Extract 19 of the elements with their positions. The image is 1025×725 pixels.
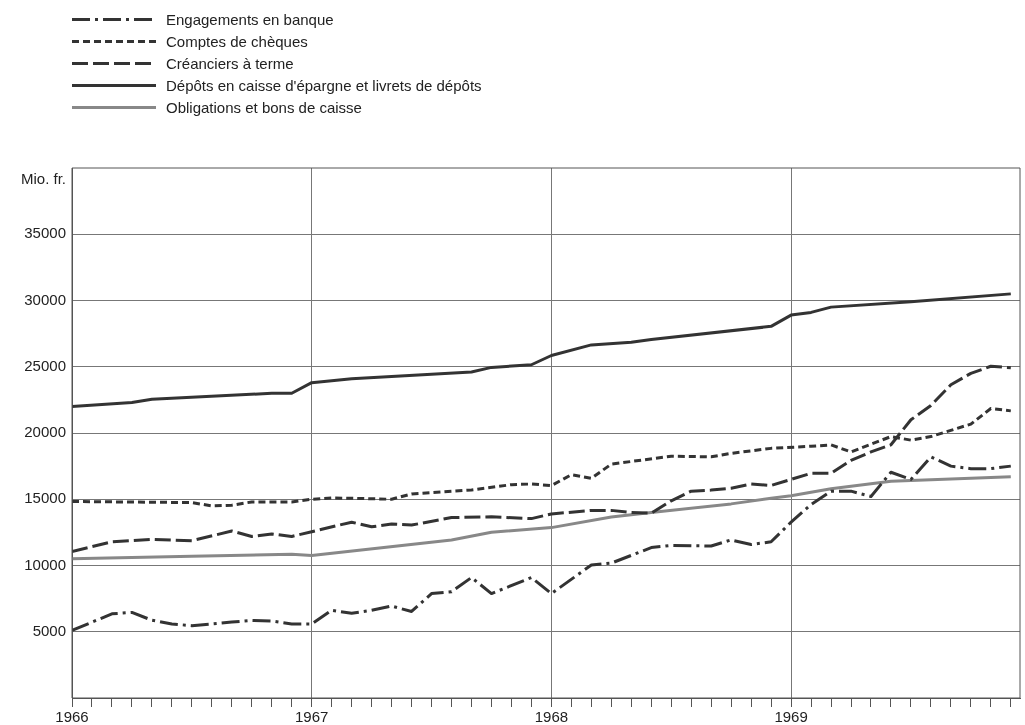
y-tick-label: 30000: [24, 290, 66, 308]
line-series: [72, 455, 1013, 632]
legend-label: Créanciers à terme: [166, 54, 294, 72]
legend-label: Dépôts en caisse d'épargne et livrets de dépôts: [166, 76, 482, 94]
legend-label: Engagements en banque: [166, 10, 334, 28]
y-axis-title: Mio. fr.: [20, 170, 66, 188]
x-tick-label: 1966: [55, 708, 89, 725]
line-series: [72, 364, 1013, 553]
legend-label: Comptes de chèques: [166, 32, 308, 50]
y-tick-label: 35000: [24, 224, 66, 242]
y-tick-label: 25000: [24, 356, 66, 374]
y-tick-label: 15000: [24, 489, 66, 507]
x-tick-label: 1967: [295, 708, 329, 725]
x-tick-label: 1968: [534, 708, 569, 725]
y-tick-label: 5000: [32, 621, 66, 639]
y-tick-label: 10000: [24, 555, 66, 573]
legend-label: Obligations et bons de caisse: [166, 98, 362, 116]
y-tick-label: 20000: [24, 423, 66, 441]
x-tick-label: 1969: [774, 708, 808, 725]
